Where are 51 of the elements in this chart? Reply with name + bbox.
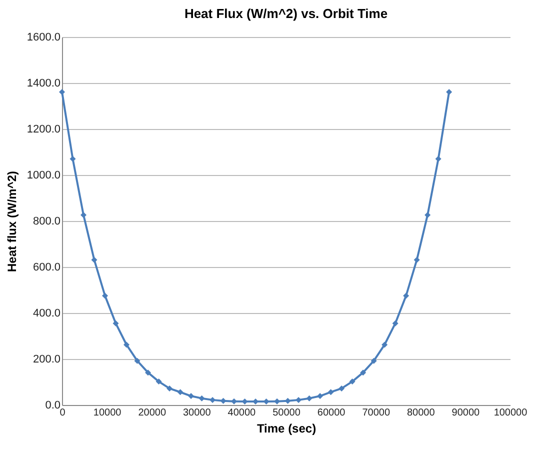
y-tick-label: 1200.0: [26, 124, 60, 136]
chart-title: Heat Flux (W/m^2) vs. Orbit Time: [184, 6, 388, 21]
point: [392, 320, 398, 326]
point: [370, 358, 377, 364]
y-tick-label: 800.0: [32, 216, 60, 228]
x-tick-label: 0: [60, 408, 66, 418]
point: [328, 389, 334, 396]
x-tick-label: 80000: [406, 408, 436, 418]
point: [145, 370, 152, 376]
point: [124, 342, 130, 348]
point: [424, 212, 431, 218]
x-tick-label: 40000: [228, 408, 256, 418]
point: [166, 385, 173, 392]
point: [70, 156, 76, 162]
point: [102, 292, 108, 299]
x-tick-label: 20000: [138, 408, 166, 418]
y-tick-label: 200.0: [32, 354, 60, 366]
point: [435, 156, 442, 162]
point: [338, 385, 345, 392]
point: [134, 358, 140, 364]
y-tick-label: 600.0: [32, 262, 60, 274]
point: [177, 389, 184, 396]
y-tick-label: 400.0: [32, 308, 60, 320]
point: [306, 395, 312, 402]
x-tick-label: 100000: [494, 408, 528, 418]
point: [360, 370, 366, 376]
x-tick-label: 90000: [452, 408, 480, 418]
point: [382, 342, 388, 348]
point: [403, 292, 410, 299]
point: [446, 88, 452, 95]
point: [80, 212, 87, 218]
x-tick-label: 70000: [362, 408, 390, 418]
y-tick-label: 1600.0: [26, 32, 60, 44]
point: [188, 393, 194, 400]
point: [156, 378, 162, 385]
point: [317, 393, 324, 400]
point: [198, 395, 205, 402]
point: [59, 88, 65, 95]
y-axis-title: Heat flux (W/m^2): [4, 170, 19, 272]
x-axis-title: Time (sec): [256, 422, 316, 436]
x-tick-label: 60000: [317, 408, 346, 418]
point: [349, 378, 356, 385]
x-tick-label: 10000: [93, 408, 122, 418]
y-tick-label: 0.0: [45, 400, 60, 412]
y-tick-label: 1400.0: [26, 78, 60, 90]
y-tick-label: 1000.0: [26, 170, 60, 182]
x-tick-label: 50000: [272, 408, 301, 418]
point: [91, 256, 98, 263]
point: [414, 256, 420, 263]
x-tick-label: 30000: [182, 408, 212, 418]
point: [112, 320, 119, 326]
